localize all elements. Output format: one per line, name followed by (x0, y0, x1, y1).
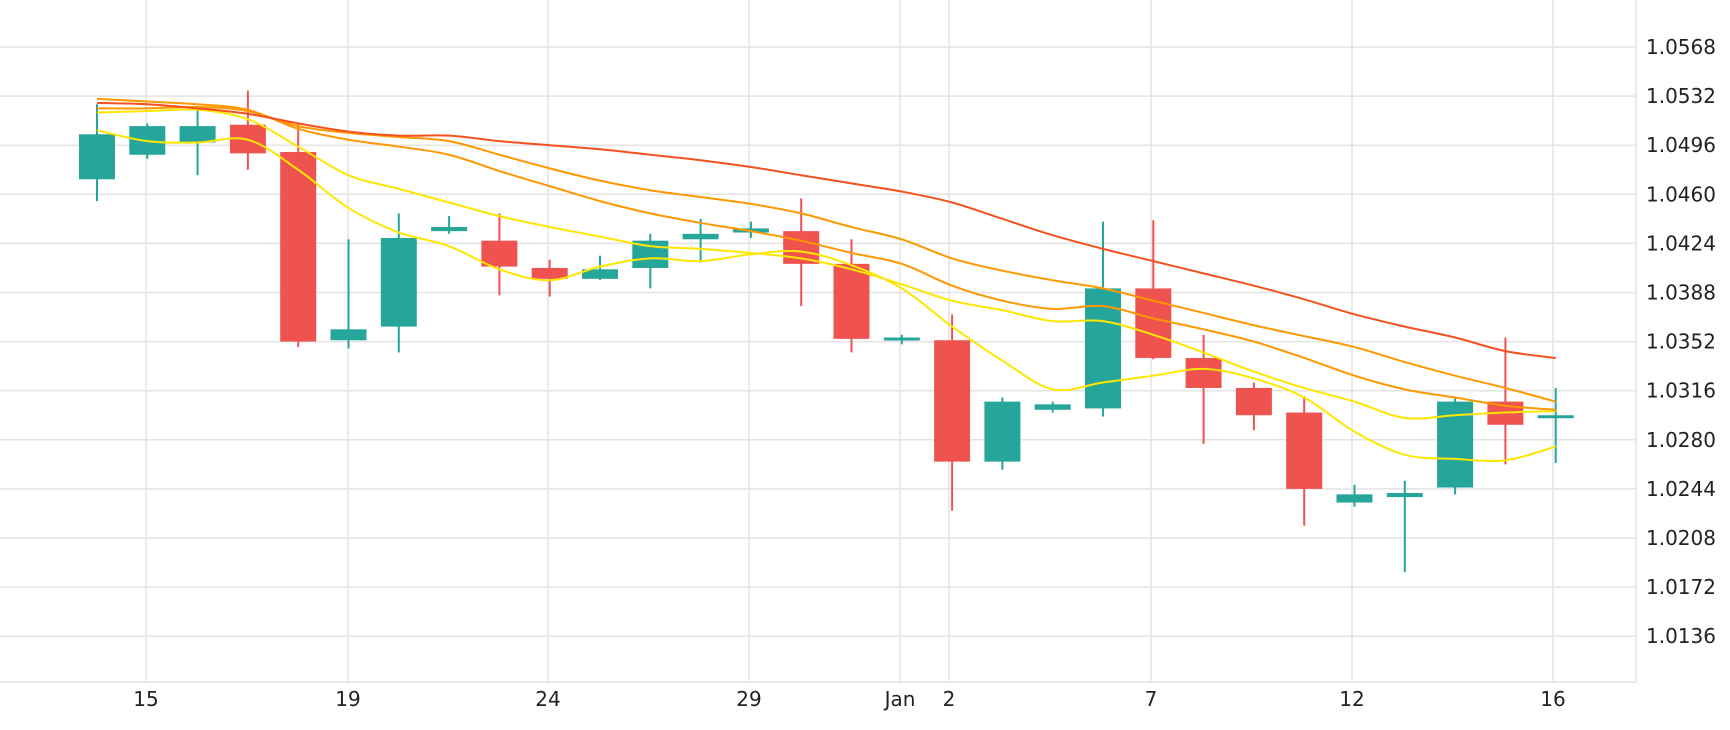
candle (1336, 484, 1373, 507)
moving-average-line (96, 129, 1556, 463)
candle (682, 218, 719, 263)
x-tick-label: 29 (736, 687, 761, 711)
candle (1437, 397, 1474, 495)
candle (582, 255, 618, 281)
candle (1034, 401, 1071, 413)
y-tick-label: 1.0388 (1646, 281, 1716, 305)
y-axis-labels: 1.0568 1.0532 1.0496 1.0460 1.0424 1.0388 1.03… (1646, 35, 1716, 648)
x-tick-label: 19 (335, 687, 360, 711)
x-tick-label: 24 (535, 687, 560, 711)
candle-body (682, 233, 719, 240)
candle (883, 334, 920, 345)
candles (79, 90, 1574, 573)
y-tick-label: 1.0244 (1646, 477, 1716, 501)
candle (380, 213, 417, 353)
candle-body (330, 329, 367, 341)
x-tick-label: 12 (1339, 687, 1364, 711)
candle-body (481, 240, 518, 267)
candle-body (833, 263, 870, 339)
candle-body (79, 134, 115, 180)
candle-body (1336, 494, 1373, 503)
moving-average-line (96, 108, 1556, 420)
x-axis-labels: 15 19 24 29 Jan 2 7 12 16 (133, 687, 1565, 711)
candle-body (531, 267, 568, 279)
y-tick-label: 1.0280 (1646, 428, 1716, 452)
y-tick-label: 1.0496 (1646, 133, 1716, 157)
candle (1487, 337, 1524, 465)
moving-average-line (96, 97, 1556, 411)
candle-body (1185, 357, 1222, 388)
candle (1235, 382, 1272, 431)
y-tick-label: 1.0208 (1646, 526, 1716, 550)
candle-body (179, 126, 216, 143)
candle-body (1537, 415, 1574, 419)
candle (431, 216, 468, 234)
candle (1537, 387, 1574, 463)
x-tick-label: 15 (133, 687, 158, 711)
candle (179, 107, 216, 176)
candle-body (1286, 412, 1323, 489)
candle-body (1235, 387, 1272, 416)
candle (1386, 480, 1423, 573)
x-tick-label: 7 (1145, 687, 1158, 711)
candle-body (1034, 404, 1071, 410)
candle-body (1386, 492, 1423, 498)
candle (1085, 221, 1121, 417)
y-tick-label: 1.0532 (1646, 84, 1716, 108)
candle (330, 239, 367, 349)
candle (833, 239, 870, 353)
y-tick-label: 1.0316 (1646, 379, 1716, 403)
candle (280, 123, 317, 348)
x-gridlines (145, 0, 1554, 682)
moving-average-lines (96, 97, 1556, 463)
y-tick-label: 1.0172 (1646, 575, 1716, 599)
moving-average-line (96, 101, 1556, 359)
candle (229, 90, 266, 170)
candle (934, 314, 971, 511)
candle (79, 104, 115, 202)
candle-body (582, 269, 618, 279)
candle-body (431, 227, 468, 232)
candle (632, 233, 669, 289)
candle-body (984, 401, 1021, 462)
candle (481, 213, 518, 296)
candle (531, 259, 568, 297)
candle (1185, 334, 1222, 444)
candle-body (1135, 288, 1172, 358)
y-tick-label: 1.0460 (1646, 182, 1716, 206)
moving-average-line (96, 105, 1556, 403)
candle-body (280, 152, 317, 342)
y-tick-label: 1.0352 (1646, 330, 1716, 354)
candle-body (883, 337, 920, 341)
candle (984, 397, 1021, 470)
y-tick-label: 1.0424 (1646, 231, 1716, 255)
x-tick-label: 16 (1540, 687, 1565, 711)
candle-body (380, 237, 417, 327)
y-tick-label: 1.0136 (1646, 624, 1716, 648)
candle-body (934, 340, 971, 462)
y-tick-label: 1.0568 (1646, 35, 1716, 59)
x-tick-label: 2 (943, 687, 956, 711)
candle (1286, 396, 1323, 526)
x-tick-label: Jan (883, 687, 916, 711)
